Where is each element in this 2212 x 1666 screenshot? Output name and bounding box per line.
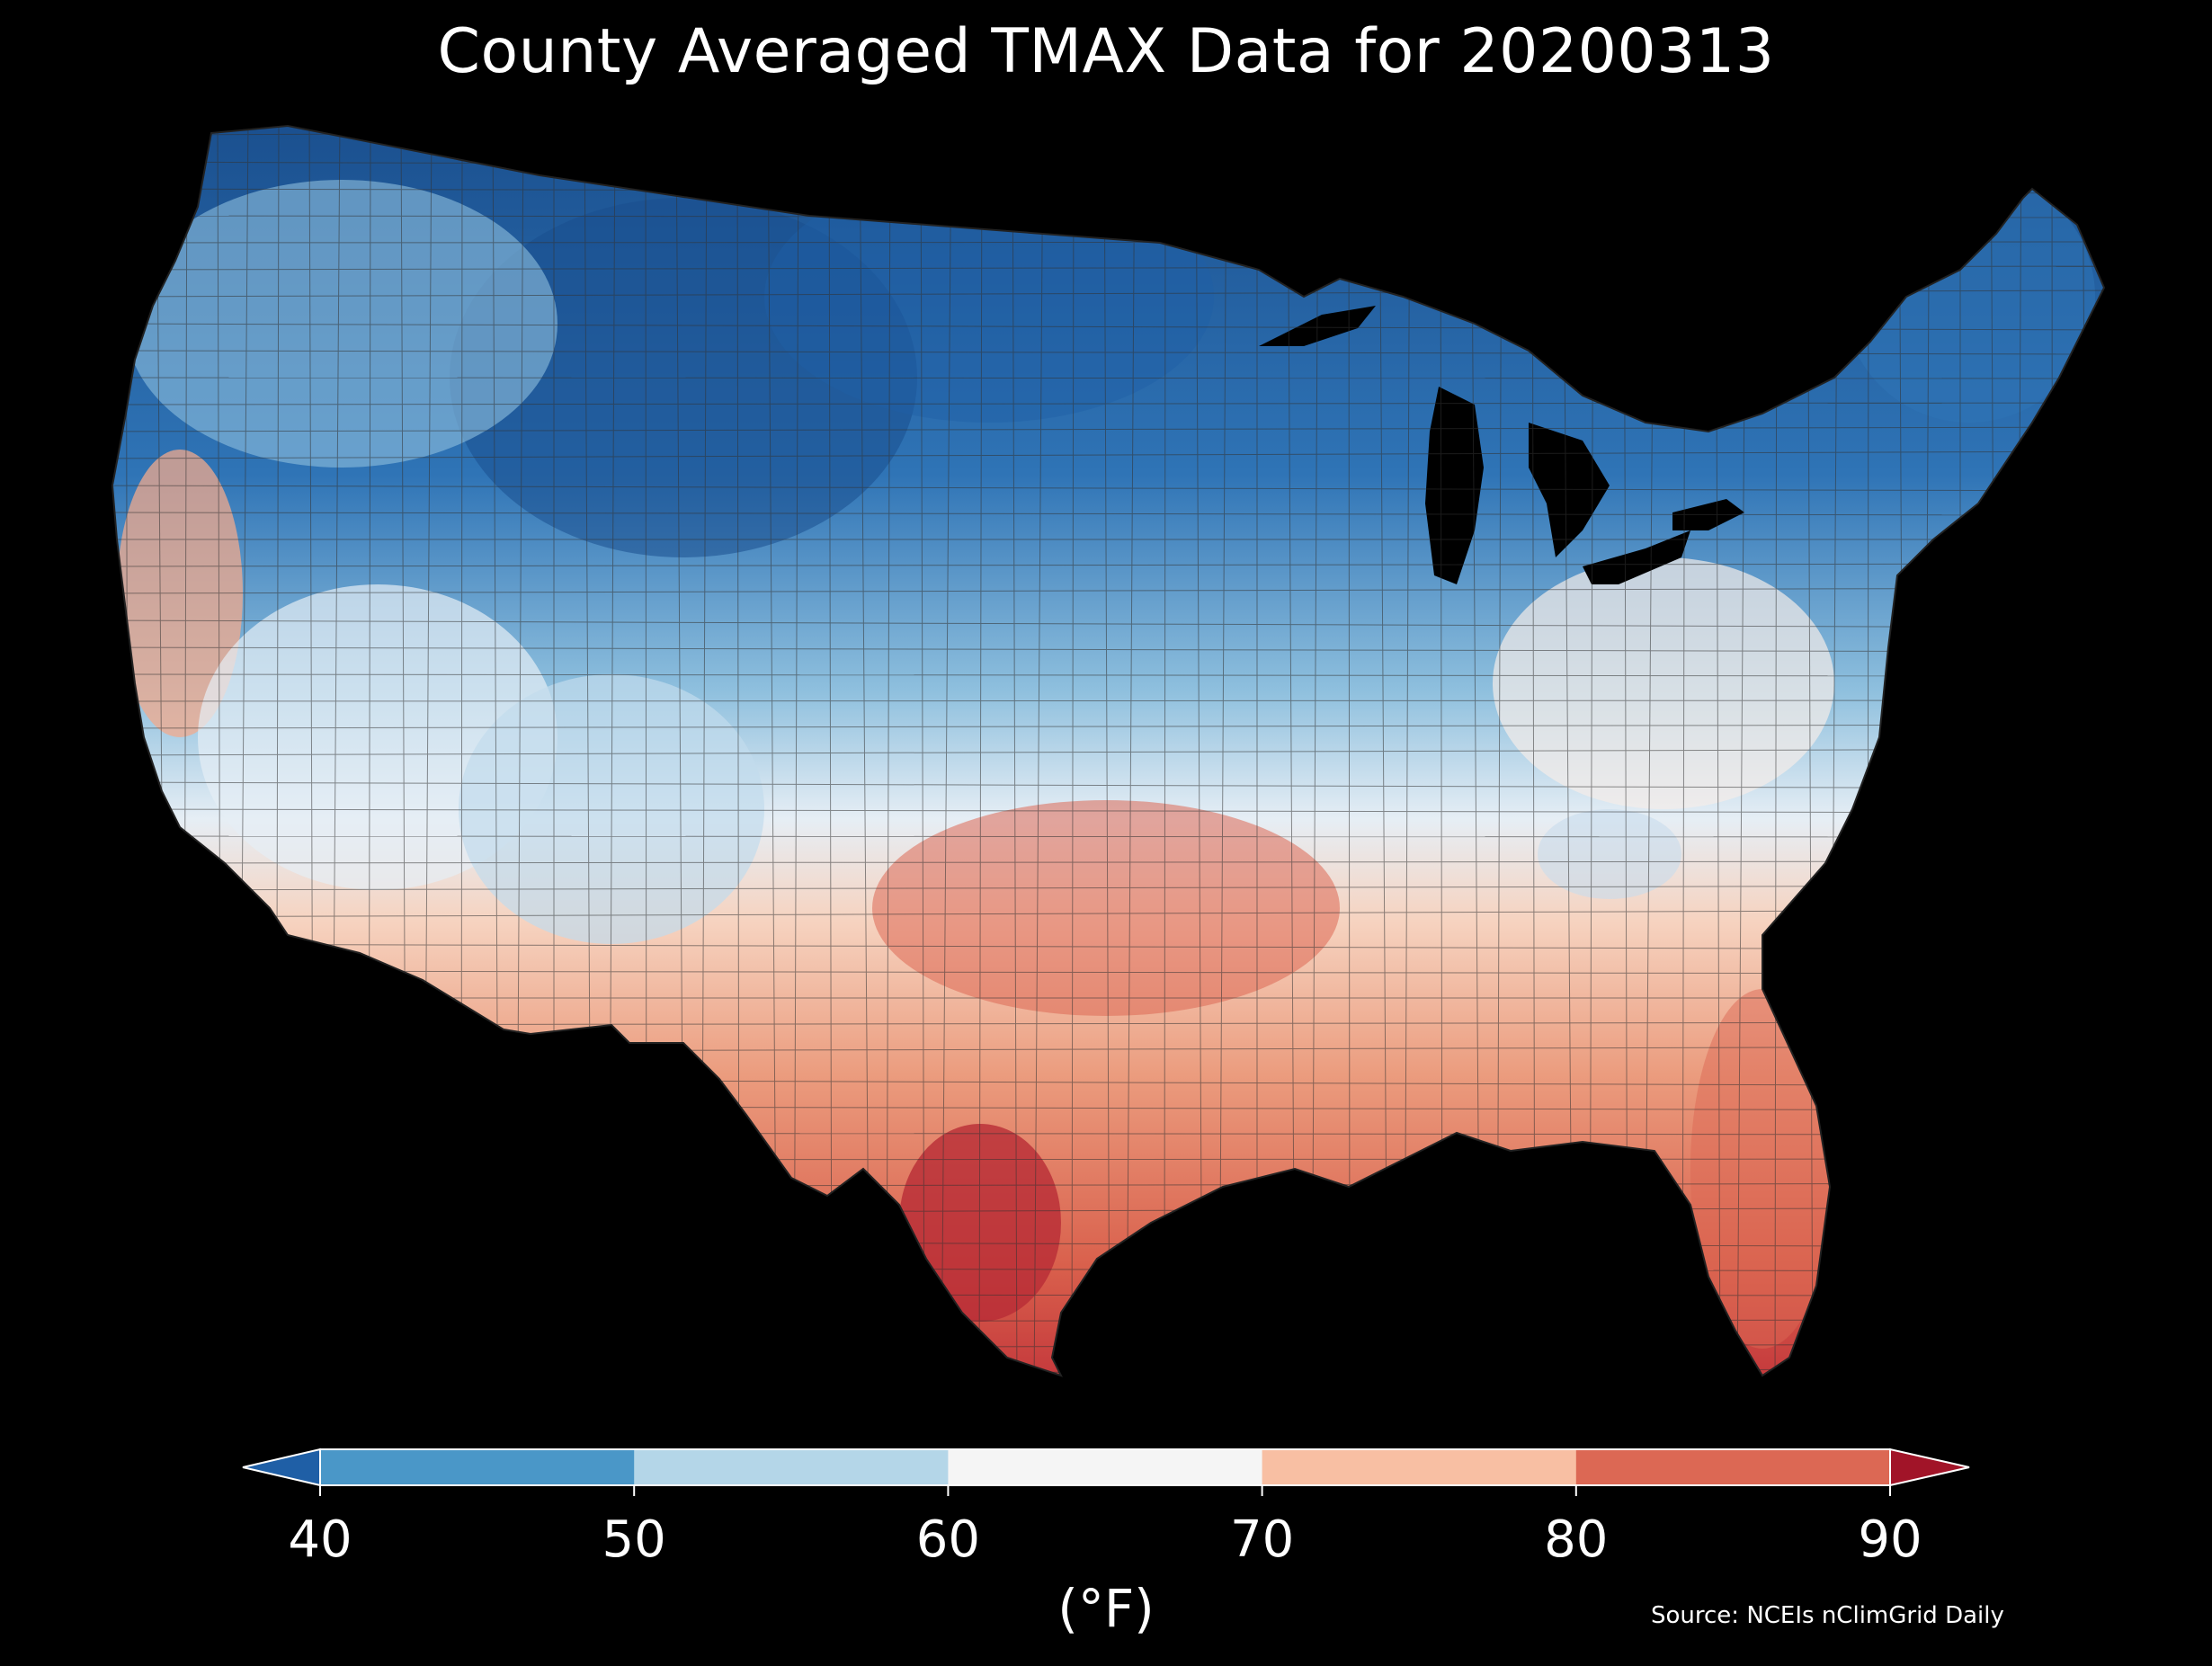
colorbar-units-label: (°F) [1057,1578,1155,1639]
colorbar-tick-label: 70 [1229,1510,1295,1569]
colorbar-frame [319,1448,1891,1486]
colorbar-bin-80-90 [1575,1449,1891,1485]
colorbar-bin-50-60 [634,1449,949,1485]
colorbar-extend-low [242,1448,321,1487]
colorbar-tick-label: 90 [1858,1510,1922,1569]
colorbar-tick-label: 80 [1544,1510,1609,1569]
colorbar-bin-70-80 [1262,1449,1577,1485]
colorbar-bin-40-50 [320,1449,635,1485]
colorbar-tick-label: 50 [602,1510,666,1569]
colorbar-extend-high [1889,1448,1970,1487]
map-title: County Averaged TMAX Data for 20200313 [437,16,1775,87]
source-caption: Source: NCEIs nClimGrid Daily [1651,1602,2004,1629]
colorbar-tick-label: 60 [915,1510,981,1569]
colorbar-bin-60-70 [948,1449,1263,1485]
colorbar-tick-label: 40 [288,1510,352,1569]
